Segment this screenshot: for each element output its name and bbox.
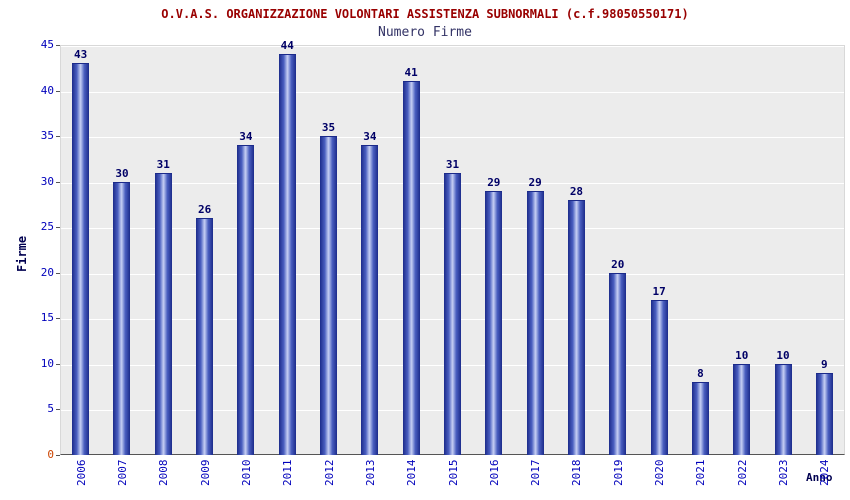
bar bbox=[526, 190, 544, 455]
bar bbox=[154, 172, 172, 455]
bar-value-label: 44 bbox=[280, 39, 294, 53]
y-axis-tick-label: 35 bbox=[40, 129, 54, 143]
bar-value-label: 29 bbox=[487, 175, 501, 189]
bar bbox=[320, 136, 338, 455]
bar-value-label: 34 bbox=[239, 130, 253, 144]
bar bbox=[691, 382, 709, 455]
x-axis-tick-label: 2006 bbox=[74, 459, 88, 487]
x-axis-tick-label: 2011 bbox=[281, 459, 295, 487]
x-axis-tick-label: 2012 bbox=[322, 459, 336, 487]
bar bbox=[72, 63, 90, 455]
bar-value-label: 9 bbox=[821, 358, 828, 371]
bar bbox=[733, 363, 751, 455]
x-axis-tick-label: 2014 bbox=[405, 459, 419, 487]
y-axis-tick-label: 45 bbox=[40, 38, 54, 51]
x-axis-title: Anno bbox=[806, 471, 833, 484]
bar bbox=[609, 272, 627, 455]
bar-value-label: 41 bbox=[404, 66, 418, 80]
x-axis-tick-label: 2017 bbox=[529, 459, 543, 487]
bar bbox=[237, 145, 255, 455]
y-axis-tick-label: 5 bbox=[47, 402, 54, 416]
x-axis-tick-label: 2013 bbox=[363, 459, 377, 487]
x-axis-tick-label: 2023 bbox=[777, 459, 791, 487]
y-axis-tick-label: 0 bbox=[47, 448, 54, 461]
x-axis-tick-label: 2009 bbox=[198, 459, 212, 487]
gridline bbox=[61, 91, 844, 93]
bar-value-label: 31 bbox=[156, 157, 170, 171]
bar bbox=[567, 199, 585, 455]
bar-value-label: 29 bbox=[528, 175, 542, 189]
y-axis-tick-mark bbox=[56, 363, 60, 365]
x-axis-tick-label: 2008 bbox=[157, 459, 171, 487]
bar-value-label: 26 bbox=[197, 203, 212, 217]
x-axis-tick-label: 2024 bbox=[818, 459, 832, 487]
y-axis-tick-mark bbox=[56, 272, 60, 274]
y-axis-tick-mark bbox=[56, 181, 60, 183]
y-axis-tick-label: 30 bbox=[40, 174, 54, 188]
y-axis-tick-label: 20 bbox=[40, 265, 54, 279]
x-axis-tick-label: 2018 bbox=[570, 459, 584, 487]
bar-value-label: 10 bbox=[776, 348, 790, 362]
x-axis-tick-label: 2007 bbox=[115, 459, 129, 487]
bar-value-label: 31 bbox=[445, 157, 460, 171]
bar bbox=[196, 218, 214, 455]
bar-value-label: 10 bbox=[735, 348, 749, 362]
x-axis-tick-label: 2016 bbox=[487, 459, 501, 487]
y-axis-tick-label: 25 bbox=[40, 220, 54, 234]
x-axis-tick-label: 2019 bbox=[611, 459, 625, 487]
x-axis-tick-label: 2021 bbox=[694, 459, 708, 487]
bar bbox=[444, 172, 461, 455]
x-axis-tick-label: 2022 bbox=[735, 459, 749, 487]
y-axis-tick-mark bbox=[56, 409, 60, 411]
y-axis-tick-label: 10 bbox=[40, 356, 54, 370]
bar bbox=[278, 54, 296, 455]
bar bbox=[774, 363, 792, 455]
bar-value-label: 43 bbox=[74, 48, 88, 62]
bar-value-label: 35 bbox=[321, 121, 336, 135]
x-axis-tick-label: 2010 bbox=[239, 459, 253, 487]
bar bbox=[402, 81, 420, 455]
y-axis-tick-mark bbox=[56, 45, 60, 46]
y-axis-tick-label: 40 bbox=[40, 83, 54, 97]
bar-value-label: 20 bbox=[611, 257, 625, 271]
x-axis-tick-label: 2015 bbox=[446, 459, 460, 487]
gridline bbox=[61, 46, 844, 47]
x-axis-tick-label: 2020 bbox=[653, 459, 667, 487]
y-axis-tick-mark bbox=[56, 455, 60, 456]
y-axis-tick-mark bbox=[56, 318, 60, 320]
bar bbox=[650, 300, 668, 455]
y-axis-tick-mark bbox=[56, 90, 60, 92]
bar bbox=[361, 145, 379, 455]
y-axis-tick-mark bbox=[56, 227, 60, 229]
y-axis-tick-mark bbox=[56, 136, 60, 138]
bar-value-label: 30 bbox=[115, 166, 129, 180]
bar-value-label: 8 bbox=[697, 367, 704, 381]
y-axis-tick-label: 15 bbox=[40, 311, 54, 325]
chart-subtitle: Numero Firme bbox=[378, 25, 472, 40]
bar bbox=[113, 181, 131, 455]
bar-value-label: 17 bbox=[652, 285, 666, 299]
bar bbox=[815, 373, 833, 455]
gridline bbox=[61, 137, 844, 139]
bar-value-label: 28 bbox=[569, 184, 584, 198]
chart-title: O.V.A.S. ORGANIZZAZIONE VOLONTARI ASSIST… bbox=[161, 7, 689, 21]
bar bbox=[485, 190, 503, 455]
bar-value-label: 34 bbox=[363, 130, 377, 144]
